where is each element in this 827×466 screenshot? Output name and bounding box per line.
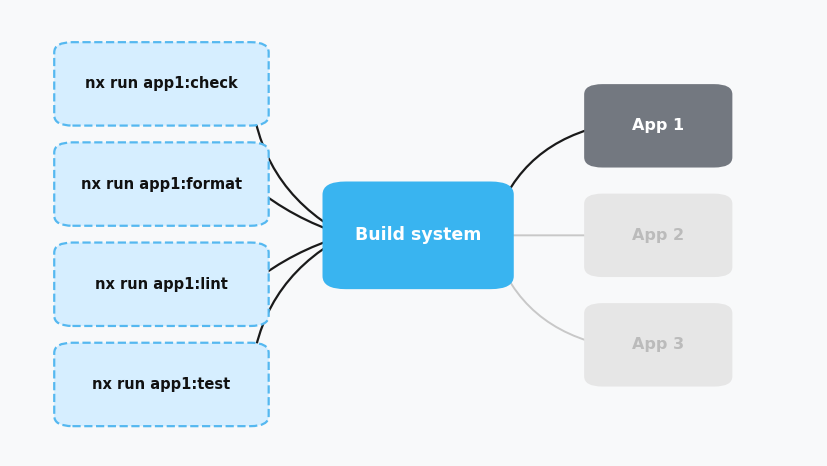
FancyBboxPatch shape [55, 143, 268, 226]
FancyBboxPatch shape [55, 242, 268, 326]
FancyBboxPatch shape [583, 194, 732, 277]
FancyBboxPatch shape [55, 343, 268, 426]
Text: nx run app1:format: nx run app1:format [81, 177, 241, 192]
FancyBboxPatch shape [583, 84, 732, 168]
Text: Build system: Build system [355, 226, 480, 244]
Text: App 1: App 1 [632, 118, 683, 133]
Text: nx run app1:check: nx run app1:check [85, 76, 237, 91]
Text: nx run app1:test: nx run app1:test [93, 377, 230, 392]
FancyBboxPatch shape [55, 42, 268, 126]
FancyBboxPatch shape [583, 303, 732, 387]
FancyBboxPatch shape [322, 181, 513, 289]
Text: App 3: App 3 [632, 337, 683, 352]
Text: nx run app1:lint: nx run app1:lint [95, 277, 227, 292]
Text: App 2: App 2 [632, 228, 683, 243]
